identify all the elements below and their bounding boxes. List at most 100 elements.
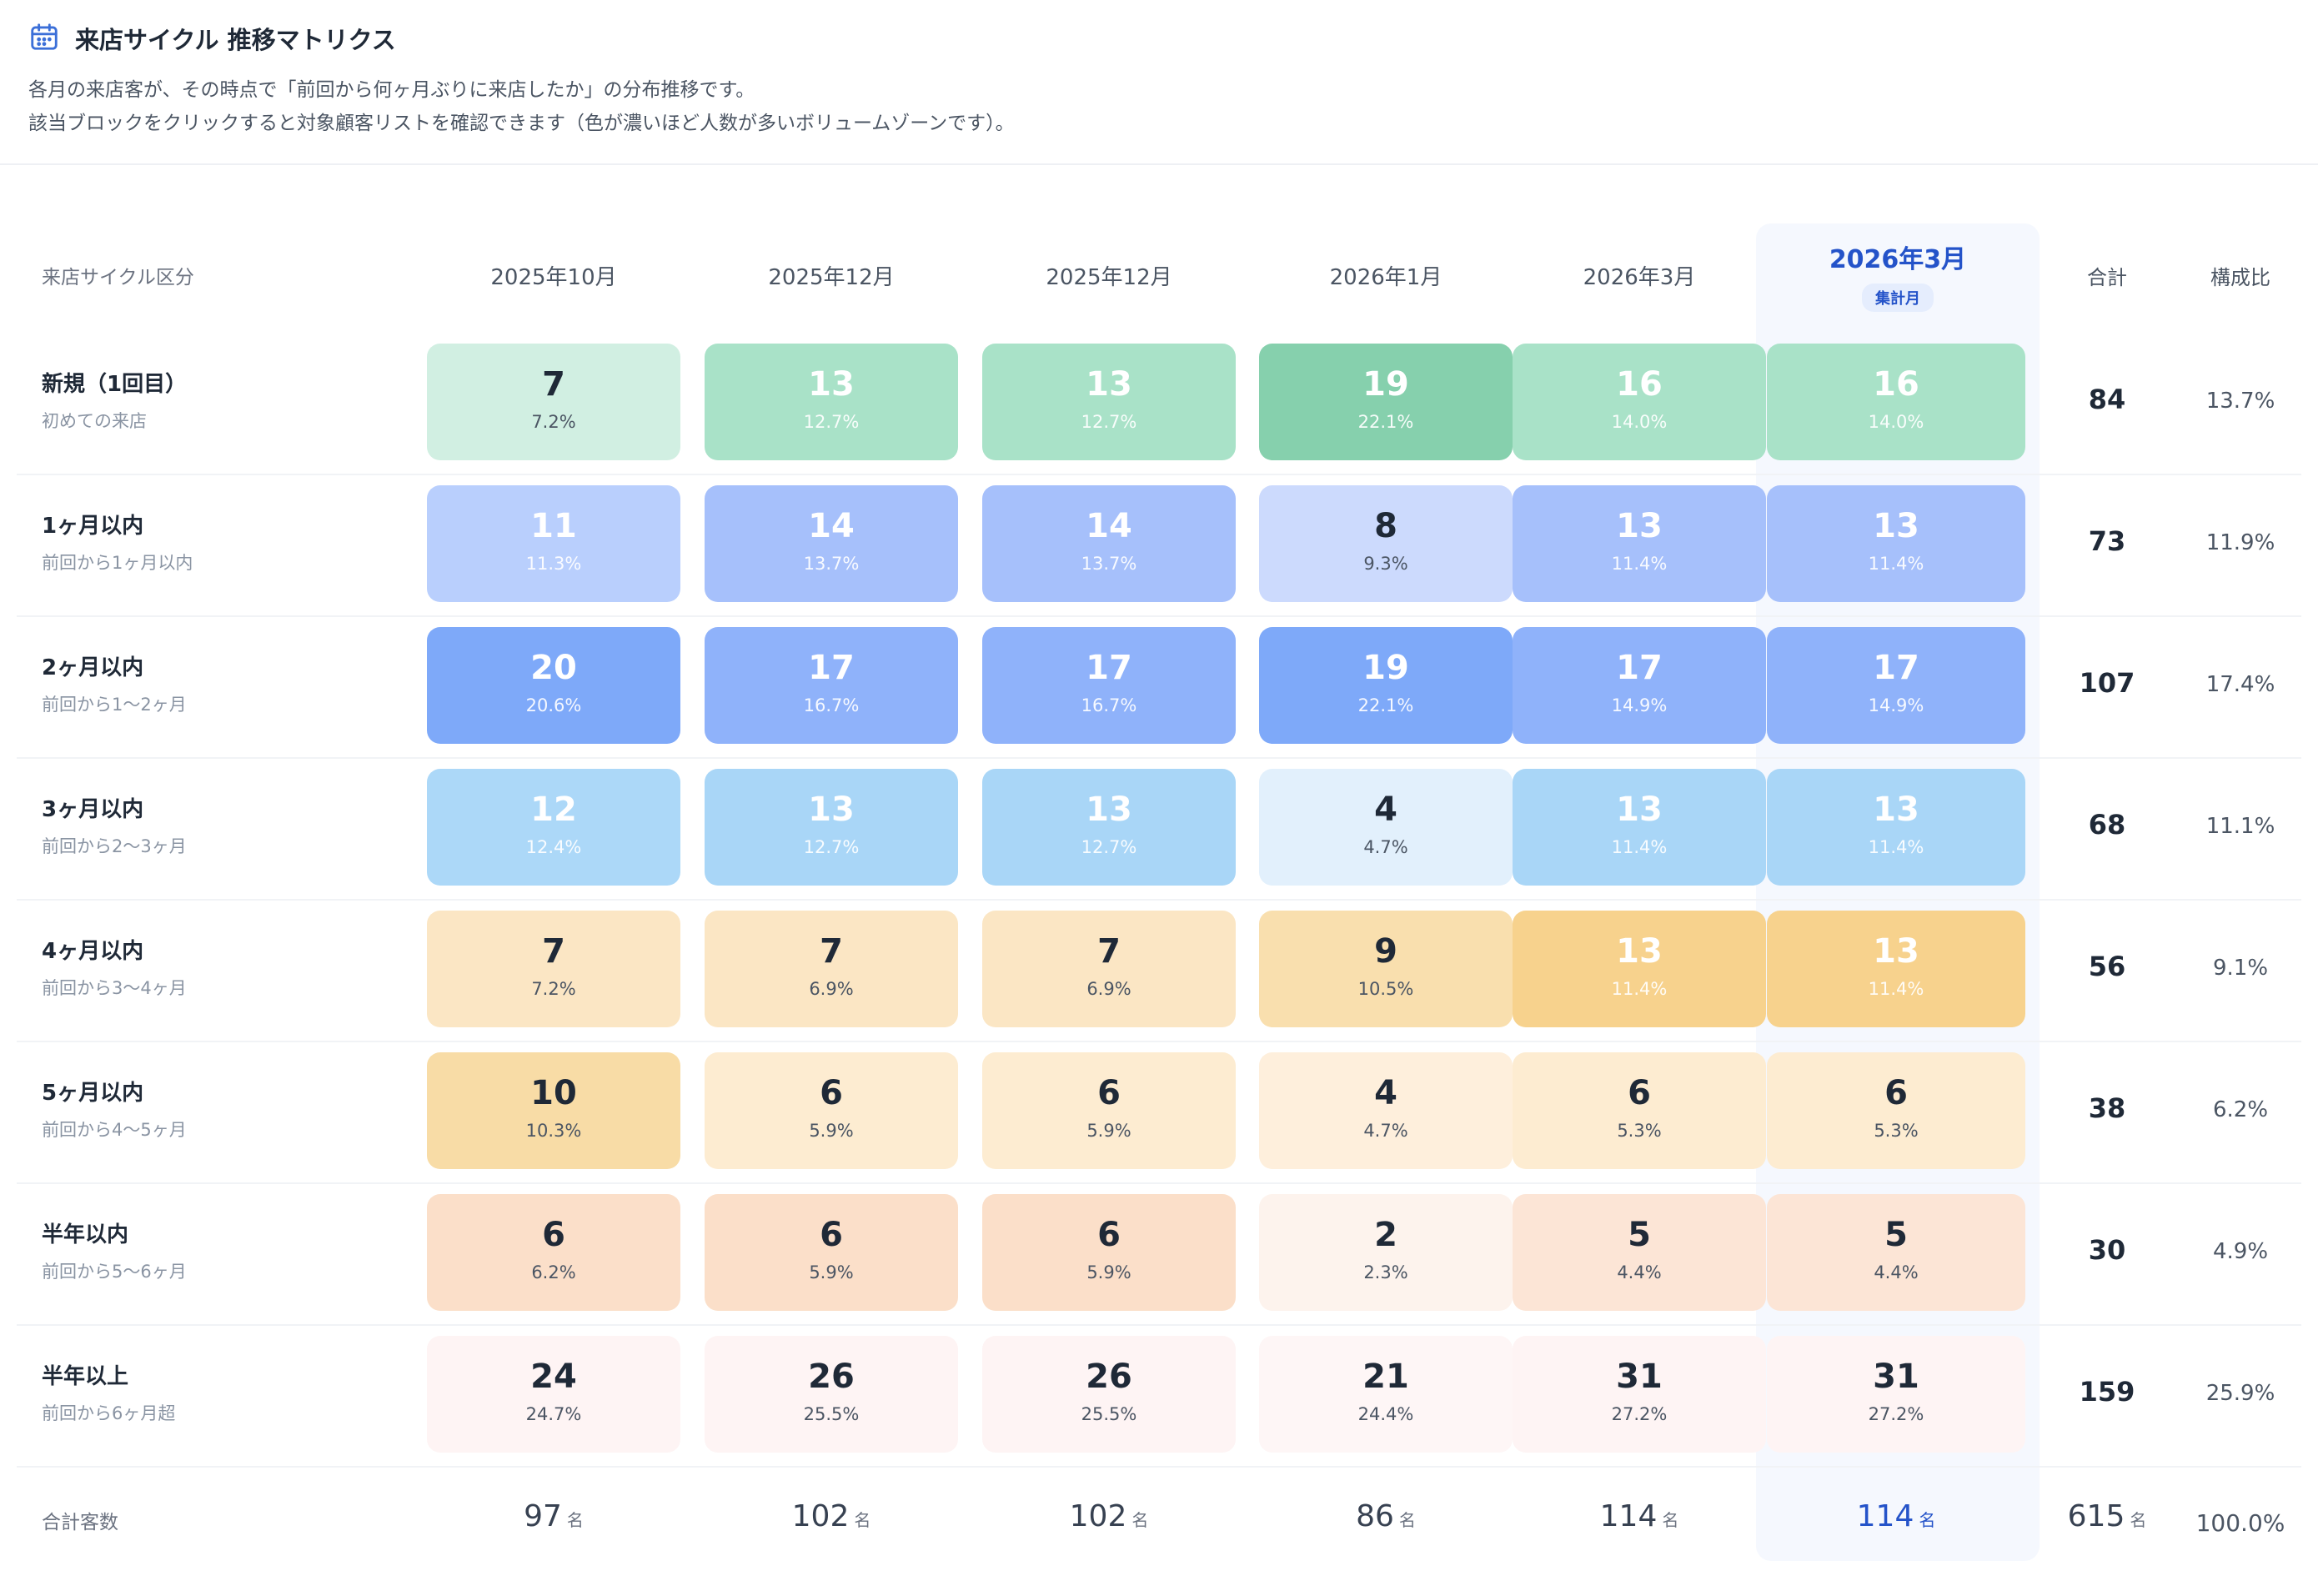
matrix-cell[interactable]: 19 22.1% — [1259, 344, 1513, 460]
matrix-cell[interactable]: 17 16.7% — [982, 627, 1236, 744]
row-label-sub: 前回から5〜6ヶ月 — [42, 1262, 187, 1282]
matrix-cell[interactable]: 24 24.7% — [427, 1336, 680, 1453]
cell-percent: 2.3% — [1363, 1262, 1408, 1282]
matrix-cell[interactable]: 13 11.4% — [1513, 485, 1766, 602]
title-row: 来店サイクル 推移マトリクス — [28, 20, 396, 57]
matrix-cell[interactable]: 8 9.3% — [1259, 485, 1513, 602]
matrix-cell[interactable]: 7 6.9% — [982, 911, 1236, 1027]
matrix-cell[interactable]: 20 20.6% — [427, 627, 680, 744]
cell-percent: 4.4% — [1874, 1262, 1919, 1282]
matrix-cell[interactable]: 4 4.7% — [1259, 1052, 1513, 1169]
row-ratio: 11.9% — [2205, 530, 2275, 555]
row-label-sub: 前回から1ヶ月以内 — [42, 553, 193, 573]
matrix-cell[interactable]: 13 11.4% — [1513, 769, 1766, 886]
matrix-cell[interactable]: 13 11.4% — [1767, 911, 2025, 1027]
matrix-cell[interactable]: 13 11.4% — [1767, 485, 2025, 602]
matrix-cell[interactable]: 11 11.3% — [427, 485, 680, 602]
cell-percent: 12.7% — [1081, 837, 1137, 857]
matrix-cell[interactable]: 26 25.5% — [705, 1336, 958, 1453]
cell-percent: 5.9% — [809, 1121, 854, 1141]
matrix-cell[interactable]: 6 5.3% — [1767, 1052, 2025, 1169]
matrix-cell[interactable]: 13 11.4% — [1513, 911, 1766, 1027]
row-total: 107 — [2079, 667, 2135, 699]
row-total: 159 — [2079, 1376, 2135, 1408]
cell-count: 13 — [1616, 790, 1663, 829]
matrix-cell[interactable]: 13 12.7% — [982, 344, 1236, 460]
row-label-sub: 前回から1〜2ヶ月 — [42, 695, 187, 715]
matrix-cell[interactable]: 13 11.4% — [1767, 769, 2025, 886]
matrix-cell[interactable]: 17 16.7% — [705, 627, 958, 744]
matrix-cell[interactable]: 14 13.7% — [982, 485, 1236, 602]
header-month-current-label: 2026年3月 — [1829, 245, 1967, 274]
row-label: 5ヶ月以内 前回から4〜5ヶ月 — [42, 1076, 187, 1142]
matrix-cell[interactable]: 6 5.9% — [982, 1052, 1236, 1169]
matrix-cell[interactable]: 5 4.4% — [1513, 1194, 1766, 1311]
description-line: 各月の来店客が、その時点で「前回から何ヶ月ぶりに来店したか」の分布推移です。 — [28, 79, 755, 101]
cell-count: 6 — [1097, 1074, 1121, 1112]
matrix-cell[interactable]: 6 5.9% — [982, 1194, 1236, 1311]
cell-percent: 11.3% — [525, 554, 582, 574]
matrix-cell[interactable]: 10 10.3% — [427, 1052, 680, 1169]
row-label: 3ヶ月以内 前回から2〜3ヶ月 — [42, 792, 187, 858]
matrix-cell[interactable]: 7 6.9% — [705, 911, 958, 1027]
row-label: 4ヶ月以内 前回から3〜4ヶ月 — [42, 934, 187, 1000]
footer-unit: 名 — [1919, 1510, 1936, 1530]
cell-percent: 24.4% — [1357, 1404, 1414, 1424]
footer-month-total: 97 名 — [420, 1499, 687, 1533]
matrix-cell[interactable]: 17 14.9% — [1767, 627, 2025, 744]
matrix-cell[interactable]: 31 27.2% — [1767, 1336, 2025, 1453]
footer-month-total: 114 名 — [1763, 1499, 2030, 1533]
cell-count: 8 — [1374, 507, 1397, 545]
footer-grand-ratio: 100.0% — [2195, 1509, 2285, 1537]
footer-unit: 名 — [566, 1510, 584, 1530]
row-separator — [17, 757, 2301, 759]
matrix-cell[interactable]: 12 12.4% — [427, 769, 680, 886]
footer-grand-total: 615 名 — [1974, 1499, 2240, 1533]
matrix-cell[interactable]: 6 5.3% — [1513, 1052, 1766, 1169]
cell-percent: 7.2% — [531, 412, 576, 432]
matrix-cell[interactable]: 6 5.9% — [705, 1052, 958, 1169]
matrix-cell[interactable]: 21 24.4% — [1259, 1336, 1513, 1453]
matrix-cell[interactable]: 19 22.1% — [1259, 627, 1513, 744]
matrix-cell[interactable]: 13 12.7% — [982, 769, 1236, 886]
footer-grand-total-value: 615 — [2067, 1499, 2125, 1533]
matrix-cell[interactable]: 16 14.0% — [1767, 344, 2025, 460]
matrix-cell[interactable]: 9 10.5% — [1259, 911, 1513, 1027]
footer-month-total-value: 102 — [1069, 1499, 1127, 1533]
matrix-cell[interactable]: 14 13.7% — [705, 485, 958, 602]
header-category-label: 来店サイクル区分 — [42, 267, 194, 289]
cell-percent: 14.9% — [1868, 695, 1924, 715]
cell-count: 13 — [1873, 932, 1919, 971]
matrix-cell[interactable]: 31 27.2% — [1513, 1336, 1766, 1453]
cell-count: 6 — [820, 1216, 843, 1254]
cell-count: 26 — [808, 1358, 855, 1396]
footer-unit: 名 — [1662, 1510, 1679, 1530]
matrix-cell[interactable]: 6 5.9% — [705, 1194, 958, 1311]
header-month-current: 2026年3月 集計月 — [1756, 238, 2040, 312]
cell-percent: 24.7% — [525, 1404, 582, 1424]
matrix-cell[interactable]: 16 14.0% — [1513, 344, 1766, 460]
cell-percent: 4.7% — [1363, 1121, 1408, 1141]
matrix-cell[interactable]: 7 7.2% — [427, 344, 680, 460]
matrix-cell[interactable]: 26 25.5% — [982, 1336, 1236, 1453]
matrix-cell[interactable]: 17 14.9% — [1513, 627, 1766, 744]
matrix-cell[interactable]: 5 4.4% — [1767, 1194, 2025, 1311]
footer-month-total: 102 名 — [698, 1499, 965, 1533]
matrix-cell[interactable]: 6 6.2% — [427, 1194, 680, 1311]
matrix-cell[interactable]: 4 4.7% — [1259, 769, 1513, 886]
cell-percent: 5.9% — [1086, 1121, 1131, 1141]
row-total: 30 — [2088, 1234, 2126, 1266]
row-separator — [17, 1041, 2301, 1042]
cell-percent: 25.5% — [803, 1404, 860, 1424]
footer-month-total-value: 114 — [1599, 1499, 1658, 1533]
matrix-cell[interactable]: 13 12.7% — [705, 769, 958, 886]
matrix-cell[interactable]: 13 12.7% — [705, 344, 958, 460]
row-ratio: 17.4% — [2205, 672, 2275, 697]
matrix-cell[interactable]: 2 2.3% — [1259, 1194, 1513, 1311]
cell-count: 24 — [530, 1358, 577, 1396]
cell-percent: 7.2% — [531, 979, 576, 999]
cell-count: 6 — [542, 1216, 565, 1254]
cell-percent: 5.9% — [809, 1262, 854, 1282]
header-month: 2026年3月 — [1583, 264, 1696, 290]
matrix-cell[interactable]: 7 7.2% — [427, 911, 680, 1027]
